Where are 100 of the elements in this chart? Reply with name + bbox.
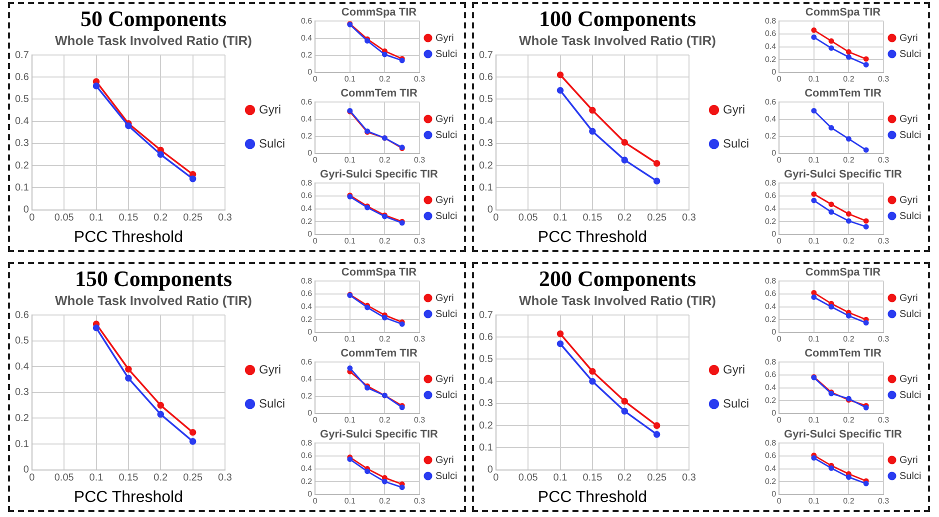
legend-label: Gyri (722, 362, 745, 376)
chart-title: Gyri-Sulci Specific TIR (320, 168, 438, 181)
y-tick-label: 0.2 (300, 50, 313, 60)
y-tick-label: 0.1 (478, 442, 494, 454)
x-tick-label: 0.05 (54, 212, 74, 224)
y-tick-label: 0.2 (300, 314, 313, 324)
y-tick-label: 0 (308, 230, 313, 239)
legend-label: Gyri (900, 114, 918, 125)
x-tick-label: 0.15 (118, 212, 139, 224)
y-tick-label: 0.6 (300, 451, 313, 460)
y-tick-label: 0 (308, 490, 313, 499)
legend-label: Gyri (436, 292, 454, 304)
x-tick-label: 0.25 (183, 472, 203, 484)
legend-label: Gyri (436, 374, 454, 385)
y-tick-label: 0 (487, 204, 494, 216)
y-tick-label: 0.1 (14, 438, 30, 450)
y-tick-label: 0.6 (764, 97, 777, 106)
x-tick-label: 0.3 (878, 155, 890, 164)
y-tick-label: 0.3 (14, 387, 30, 398)
y-tick-label: 0.3 (478, 398, 494, 410)
legend-label: Sulci (258, 136, 286, 150)
legend-label: Gyri (900, 454, 918, 466)
y-tick-label: 0.8 (764, 438, 777, 448)
y-tick-label: 0.1 (14, 182, 30, 194)
y-tick-label: 0 (487, 464, 494, 476)
legend-label: Sulci (436, 48, 458, 60)
y-tick-label: 0.8 (300, 438, 313, 448)
legend-label: Gyri (258, 102, 281, 116)
x-tick-label: 0.1 (808, 155, 820, 164)
x-tick-label: 0.1 (808, 236, 820, 246)
y-tick-label: 0.2 (300, 392, 313, 401)
x-tick-label: 0.1 (808, 415, 820, 424)
legend-label: Sulci (900, 390, 922, 401)
x-axis-title: PCC Threshold (538, 228, 647, 246)
x-tick-label: 0.2 (379, 415, 391, 424)
legend-label: Gyri (436, 454, 454, 466)
y-tick-label: 0.4 (300, 374, 313, 384)
y-tick-label: 0.4 (764, 302, 777, 312)
y-tick-label: 0.4 (764, 42, 777, 52)
x-tick-label: 0.2 (379, 236, 391, 246)
y-tick-label: 0.4 (764, 114, 777, 124)
y-tick-label: 0.6 (300, 289, 313, 298)
y-tick-label: 0.4 (478, 116, 494, 128)
y-tick-label: 0.3 (478, 138, 494, 150)
y-tick-label: 0.2 (764, 54, 777, 64)
y-tick-label: 0.4 (478, 376, 494, 388)
x-tick-label: 0.3 (878, 334, 890, 344)
legend-label: Sulci (722, 396, 750, 410)
y-tick-label: 0.6 (764, 451, 777, 460)
chart-title: Gyri-Sulci Specific TIR (784, 428, 902, 441)
chart-title: Gyri-Sulci Specific TIR (784, 168, 902, 181)
x-tick-label: 0.3 (414, 415, 426, 424)
legend-label: Gyri (900, 374, 918, 385)
x-tick-label: 0.3 (878, 74, 890, 84)
x-tick-label: 0.25 (647, 472, 667, 484)
x-tick-label: 0.15 (582, 472, 603, 484)
x-tick-label: 0.05 (518, 212, 538, 224)
y-tick-label: 0.6 (300, 191, 313, 200)
x-tick-label: 0.2 (379, 496, 391, 506)
chart-title: CommTem TIR (804, 348, 882, 360)
x-tick-label: 0.2 (843, 155, 855, 164)
chart-title: 200 Components (538, 266, 696, 291)
x-tick-label: 0.2 (379, 155, 391, 164)
y-tick-label: 0 (308, 328, 313, 337)
x-tick-label: 0.1 (89, 472, 104, 484)
x-tick-label: 0.05 (518, 472, 538, 484)
x-tick-label: 0.2 (843, 74, 855, 84)
y-tick-label: 0.6 (764, 289, 777, 298)
y-tick-label: 0.5 (14, 336, 30, 347)
y-tick-label: 0.4 (764, 383, 777, 392)
y-tick-label: 0.2 (764, 396, 777, 405)
y-tick-label: 0 (772, 408, 777, 418)
y-tick-label: 0 (23, 464, 30, 476)
x-tick-label: 0.3 (878, 236, 890, 246)
y-tick-label: 0 (772, 68, 777, 77)
y-tick-label: 0 (308, 408, 313, 418)
chart-title: CommSpa TIR (805, 6, 881, 19)
legend-label: Gyri (900, 194, 918, 206)
y-tick-label: 0.1 (478, 182, 494, 194)
chart-title: 100 Components (538, 6, 696, 31)
y-tick-label: 0 (308, 68, 313, 77)
y-tick-label: 0.2 (764, 314, 777, 324)
x-tick-label: 0.2 (843, 415, 855, 424)
legend-label: Gyri (900, 292, 918, 304)
x-axis-title: PCC Threshold (74, 488, 183, 506)
chart-title: 150 Components (74, 266, 232, 291)
x-tick-label: 0.2 (154, 472, 168, 484)
x-tick-label: 0.1 (553, 472, 568, 484)
x-tick-label: 0.3 (414, 334, 426, 344)
y-tick-label: 0.6 (478, 72, 494, 83)
y-tick-label: 0.7 (478, 50, 494, 61)
y-tick-label: 0.7 (478, 310, 494, 321)
x-tick-label: 0.1 (344, 155, 356, 164)
y-tick-label: 0.8 (300, 178, 313, 188)
x-tick-label: 0.1 (344, 496, 356, 506)
x-tick-label: 0.1 (344, 415, 356, 424)
x-tick-label: 0.3 (414, 155, 426, 164)
x-tick-label: 0.1 (808, 74, 820, 84)
x-axis-title: PCC Threshold (538, 488, 647, 506)
x-tick-label: 0.3 (878, 496, 890, 506)
